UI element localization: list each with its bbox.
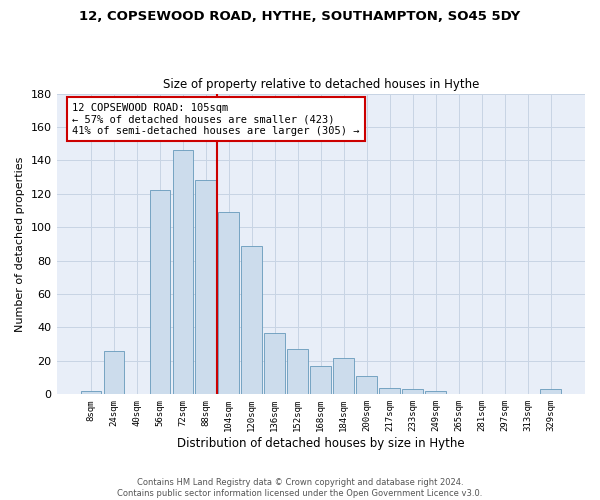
Title: Size of property relative to detached houses in Hythe: Size of property relative to detached ho… [163, 78, 479, 91]
Bar [425, 391, 446, 394]
Bar [196, 180, 216, 394]
Bar [540, 390, 561, 394]
Bar [287, 349, 308, 395]
Text: 12 COPSEWOOD ROAD: 105sqm
← 57% of detached houses are smaller (423)
41% of semi: 12 COPSEWOOD ROAD: 105sqm ← 57% of detac… [73, 102, 360, 136]
Bar [403, 390, 423, 394]
Bar [218, 212, 239, 394]
Bar [149, 190, 170, 394]
Bar [80, 391, 101, 394]
Bar [310, 366, 331, 394]
Bar [334, 358, 354, 395]
Bar [104, 351, 124, 395]
Text: 12, COPSEWOOD ROAD, HYTHE, SOUTHAMPTON, SO45 5DY: 12, COPSEWOOD ROAD, HYTHE, SOUTHAMPTON, … [79, 10, 521, 23]
Bar [356, 376, 377, 394]
Bar [265, 332, 285, 394]
Bar [241, 246, 262, 394]
Bar [173, 150, 193, 394]
Y-axis label: Number of detached properties: Number of detached properties [15, 156, 25, 332]
Text: Contains HM Land Registry data © Crown copyright and database right 2024.
Contai: Contains HM Land Registry data © Crown c… [118, 478, 482, 498]
X-axis label: Distribution of detached houses by size in Hythe: Distribution of detached houses by size … [177, 437, 464, 450]
Bar [379, 388, 400, 394]
